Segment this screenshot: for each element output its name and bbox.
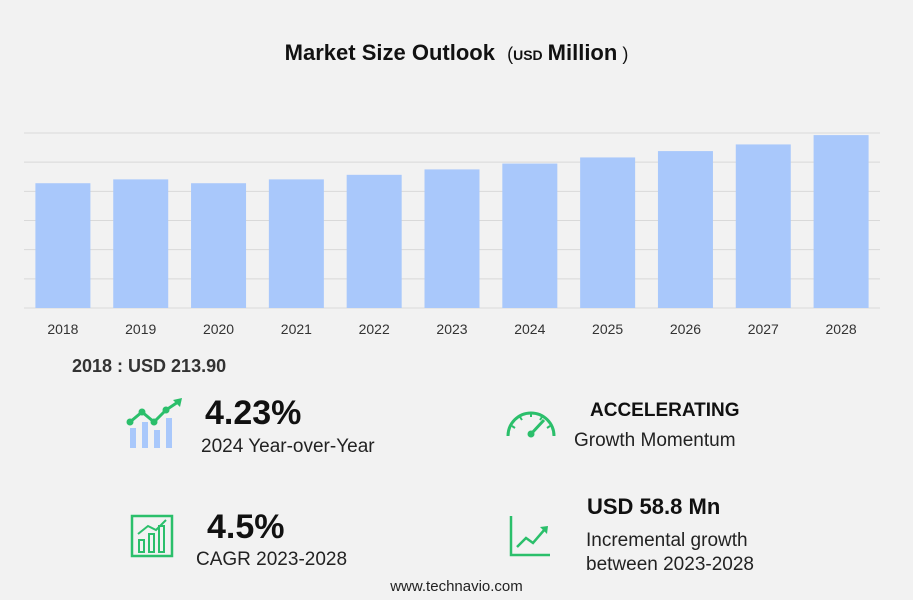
incremental-value: USD 58.8 Mn <box>587 494 721 519</box>
x-tick-label: 2027 <box>748 321 779 337</box>
stat-yoy-label-wrap: 2024 Year-over-Year <box>201 436 375 458</box>
bar-2022 <box>346 174 402 308</box>
x-tick-label: 2025 <box>592 321 623 337</box>
momentum-value: ACCELERATING <box>590 400 740 421</box>
unit-big: Million <box>547 40 618 65</box>
paren-open: ( <box>507 44 514 64</box>
source-footer: www.technavio.com <box>390 578 523 595</box>
x-tick-label: 2019 <box>125 321 156 337</box>
bar-2027 <box>735 144 791 308</box>
incremental-label-2: between 2023-2028 <box>586 554 754 575</box>
line-chart-icon <box>509 516 550 557</box>
stat-cagr: 4.5% <box>207 508 285 547</box>
bar-2021 <box>268 179 324 308</box>
stat-yoy: 4.23% <box>205 394 301 433</box>
x-tick-label: 2028 <box>826 321 857 337</box>
stat-incremental: USD 58.8 Mn <box>587 494 720 520</box>
growth-chart-icon <box>126 398 182 448</box>
x-tick-label: 2020 <box>203 321 234 337</box>
paren-close: ) <box>622 44 629 64</box>
x-tick-label: 2024 <box>514 321 545 337</box>
yoy-value: 4.23% <box>205 394 302 432</box>
bar-chart: 2018 2019 2020 2021 2022 2023 2024 2025 2026 2027… <box>24 132 880 337</box>
base-value: 2018 : USD 213.90 <box>72 356 227 376</box>
stat-cagr-label-wrap: CAGR 2023-2028 <box>196 549 347 571</box>
bar-2020 <box>191 183 247 308</box>
bar-2024 <box>502 163 558 308</box>
bar-2018 <box>35 183 91 308</box>
yoy-label: 2024 Year-over-Year <box>201 436 375 457</box>
bar-2019 <box>113 179 169 308</box>
stat-momentum: ACCELERATING <box>590 400 740 422</box>
incremental-label-1: Incremental growth <box>586 530 748 551</box>
bar-2028 <box>813 135 869 308</box>
stat-momentum-label-wrap: Growth Momentum <box>574 430 736 452</box>
bar-2026 <box>657 151 713 308</box>
bar-2025 <box>580 157 636 308</box>
x-tick-label: 2023 <box>436 321 467 337</box>
x-tick-label: 2021 <box>281 321 312 337</box>
x-tick-label: 2022 <box>359 321 390 337</box>
bar-chart-icon <box>130 514 174 558</box>
stat-incremental-label-wrap: Incremental growth between 2023-2028 <box>586 530 754 576</box>
unit-small: USD <box>513 47 543 63</box>
cagr-value: 4.5% <box>207 508 285 546</box>
momentum-label: Growth Momentum <box>574 430 736 451</box>
cagr-label: CAGR 2023-2028 <box>196 549 348 570</box>
x-tick-label: 2018 <box>47 321 78 337</box>
title-unit: (USD Million ) <box>507 40 629 65</box>
bar-2023 <box>424 169 480 308</box>
speedometer-icon <box>506 411 556 438</box>
x-tick-label: 2026 <box>670 321 701 337</box>
title-main: Market Size Outlook <box>284 40 495 65</box>
chart-title: Market Size Outlook (USD Million ) <box>0 40 913 66</box>
